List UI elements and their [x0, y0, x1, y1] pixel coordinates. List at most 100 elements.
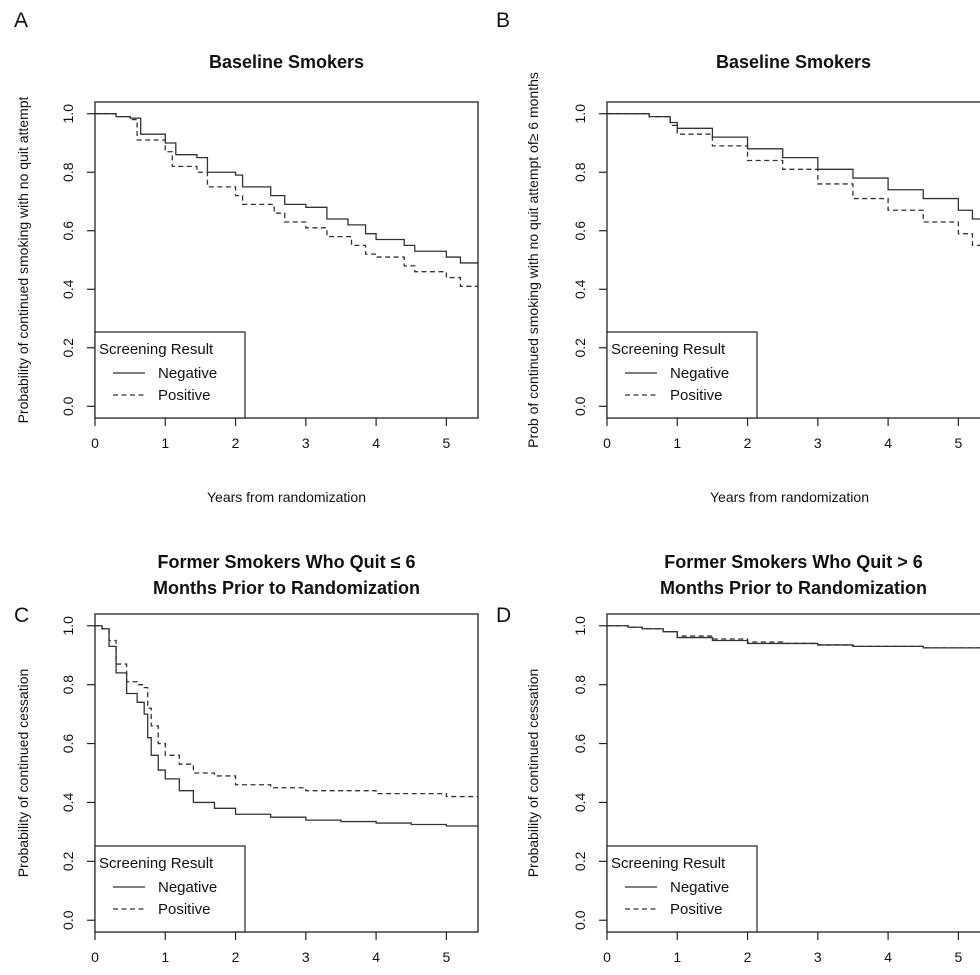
panel-letter: B [496, 9, 510, 32]
series-positive-line [607, 113, 980, 247]
plot-frame [606, 613, 980, 933]
panel-b: B Baseline Smokers 0 1 2 3 4 5 0.0 0.2 0.4 0.6 0.8 1.… [496, 9, 980, 505]
x-axis-label: Years from randomization [207, 489, 366, 505]
legend-entry-positive: Positive [158, 387, 211, 404]
legend-title: Screening Result [99, 855, 214, 872]
panel-d: D Former Smokers Who Quit > 6 Months Prior… [496, 552, 980, 965]
y-tick-label: 0.2 [60, 338, 76, 358]
x-tick-label: 0 [603, 435, 611, 451]
x-tick-label: 4 [372, 435, 380, 451]
x-tick-label: 1 [673, 435, 681, 451]
chart-title: Months Prior to Randomization [660, 578, 927, 598]
y-axis-label: Prob of continued smoking with no quit a… [525, 72, 541, 448]
chart-title: Former Smokers Who Quit ≤ 6 [158, 552, 416, 572]
legend-entry-negative: Negative [158, 365, 217, 382]
y-tick-label: 1.0 [572, 104, 588, 124]
x-tick-label: 4 [884, 435, 892, 451]
y-tick-label: 1.0 [60, 104, 76, 124]
x-tick-label: 1 [161, 949, 169, 965]
x-tick-label: 2 [744, 949, 752, 965]
y-tick-label: 0.4 [572, 793, 588, 813]
legend: Screening Result Negative Positive [94, 845, 246, 933]
x-tick-label: 0 [91, 949, 99, 965]
x-tick-label: 5 [954, 435, 962, 451]
legend-entry-negative: Negative [670, 879, 729, 896]
x-tick-label: 1 [161, 435, 169, 451]
x-axis-label: Years from randomization [710, 489, 869, 505]
x-tick-label: 2 [232, 435, 240, 451]
y-tick-label: 0.8 [572, 675, 588, 695]
legend-entry-negative: Negative [158, 879, 217, 896]
y-tick-label: 0.6 [60, 734, 76, 754]
y-tick-label: 0.0 [60, 910, 76, 930]
x-tick-label: 5 [954, 949, 962, 965]
y-tick-label: 0.0 [572, 396, 588, 416]
x-tick-label: 3 [814, 435, 822, 451]
y-tick-label: 0.6 [572, 221, 588, 241]
chart-title: Former Smokers Who Quit > 6 [664, 552, 923, 572]
plot-frame [94, 101, 479, 419]
x-tick-label: 1 [673, 949, 681, 965]
y-tick-label: 0.0 [572, 910, 588, 930]
x-tick-label: 3 [302, 435, 310, 451]
y-tick-label: 1.0 [572, 616, 588, 636]
legend-entry-positive: Positive [670, 387, 723, 404]
chart-title: Months Prior to Randomization [153, 578, 420, 598]
y-tick-label: 0.4 [572, 279, 588, 299]
series-negative-line [95, 625, 478, 827]
chart-title: Baseline Smokers [716, 52, 871, 72]
x-tick-label: 5 [442, 949, 450, 965]
x-tick-label: 5 [442, 435, 450, 451]
legend-entry-positive: Positive [670, 901, 723, 918]
legend-box [94, 845, 246, 933]
y-tick-label: 0.0 [60, 396, 76, 416]
x-tick-label: 0 [91, 435, 99, 451]
x-tick-label: 4 [884, 949, 892, 965]
legend-title: Screening Result [611, 855, 726, 872]
y-tick-label: 0.4 [60, 793, 76, 813]
series-positive-line [95, 625, 478, 798]
y-axis-label: Probability of continued cessation [525, 669, 541, 878]
plot-frame [94, 613, 479, 933]
plot-frame [606, 101, 980, 419]
legend-title: Screening Result [611, 341, 726, 358]
y-tick-label: 0.8 [60, 675, 76, 695]
series-positive-line [95, 113, 478, 290]
x-tick-label: 3 [814, 949, 822, 965]
x-tick-label: 0 [603, 949, 611, 965]
legend-entry-positive: Positive [158, 901, 211, 918]
legend-box [606, 331, 758, 419]
legend: Screening Result Negative Positive [606, 331, 758, 419]
y-tick-label: 0.8 [572, 162, 588, 182]
x-tick-label: 3 [302, 949, 310, 965]
y-axis-label: Probability of continued smoking with no… [15, 96, 31, 423]
panel-a: A Baseline Smokers 0 1 2 3 4 5 0.0 0.2 0.4 0.6 0.8 1.… [14, 9, 479, 505]
x-tick-label: 2 [232, 949, 240, 965]
series-positive-line [607, 625, 980, 649]
y-tick-label: 0.6 [60, 221, 76, 241]
y-tick-label: 0.4 [60, 279, 76, 299]
series-negative-line [95, 113, 478, 266]
x-tick-label: 4 [372, 949, 380, 965]
y-tick-label: 0.2 [572, 338, 588, 358]
y-tick-label: 1.0 [60, 616, 76, 636]
legend-entry-negative: Negative [670, 365, 729, 382]
panel-letter: D [496, 604, 511, 627]
panel-c: C Former Smokers Who Quit ≤ 6 Months Prior… [14, 552, 479, 965]
panel-letter: A [14, 9, 28, 32]
y-tick-label: 0.2 [60, 851, 76, 871]
x-tick-label: 2 [744, 435, 752, 451]
legend-box [94, 331, 246, 419]
legend: Screening Result Negative Positive [606, 845, 758, 933]
legend: Screening Result Negative Positive [94, 331, 246, 419]
legend-box [606, 845, 758, 933]
series-negative-line [607, 113, 980, 220]
legend-title: Screening Result [99, 341, 214, 358]
panel-letter: C [14, 604, 29, 627]
y-axis-label: Probability of continued cessation [15, 669, 31, 878]
chart-title: Baseline Smokers [209, 52, 364, 72]
y-tick-label: 0.2 [572, 851, 588, 871]
y-tick-label: 0.8 [60, 162, 76, 182]
y-tick-label: 0.6 [572, 734, 588, 754]
